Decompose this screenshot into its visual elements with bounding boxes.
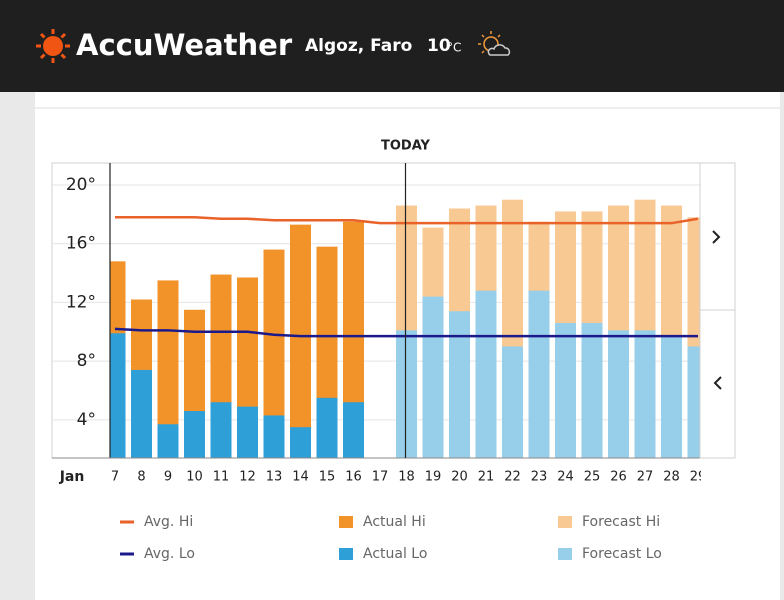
legend-label: Actual Lo bbox=[363, 546, 427, 562]
legend-swatch bbox=[558, 548, 572, 560]
bar bbox=[210, 402, 232, 458]
x-tick-label: 22 bbox=[504, 470, 521, 485]
legend-label: Actual Hi bbox=[363, 514, 426, 530]
x-tick-label: 17 bbox=[372, 470, 389, 485]
bar bbox=[290, 224, 311, 458]
location[interactable]: Algoz, Faro bbox=[305, 36, 412, 56]
bar bbox=[475, 290, 497, 458]
bar bbox=[316, 397, 338, 458]
bar bbox=[687, 346, 700, 458]
avg-line bbox=[115, 216, 699, 225]
next-button[interactable] bbox=[712, 230, 721, 244]
prev-button[interactable] bbox=[713, 376, 722, 390]
weather-icon bbox=[478, 31, 511, 56]
legend-label: Avg. Lo bbox=[144, 546, 195, 562]
bar bbox=[263, 415, 285, 458]
legend-swatch bbox=[339, 516, 353, 528]
bar bbox=[343, 221, 364, 458]
temperature: 10 bbox=[427, 36, 451, 56]
avg-line bbox=[114, 327, 698, 338]
x-tick-label: 7 bbox=[111, 470, 119, 485]
x-tick-label: 24 bbox=[557, 470, 574, 485]
bar bbox=[157, 280, 179, 458]
x-tick-label: 25 bbox=[584, 470, 601, 485]
bar bbox=[110, 333, 126, 458]
today-label: TODAY bbox=[381, 139, 431, 154]
header-bar bbox=[0, 0, 784, 92]
bar bbox=[396, 330, 417, 458]
x-tick-label: 21 bbox=[478, 470, 495, 485]
x-tick-label: 23 bbox=[531, 470, 548, 485]
x-tick-label: 27 bbox=[637, 470, 654, 485]
temperature-unit: °C bbox=[447, 41, 461, 55]
bar bbox=[528, 290, 550, 458]
x-tick-label: 14 bbox=[292, 470, 309, 485]
x-tick-label: 13 bbox=[266, 470, 283, 485]
bar bbox=[608, 330, 629, 458]
x-tick-label: 10 bbox=[186, 470, 203, 485]
bar bbox=[131, 369, 152, 458]
x-tick-label: 28 bbox=[663, 470, 680, 485]
brand[interactable]: AccuWeather bbox=[76, 28, 293, 62]
bar bbox=[157, 424, 179, 458]
x-tick-label: 9 bbox=[164, 470, 172, 485]
x-tick-label: 12 bbox=[239, 470, 256, 485]
x-tick-label: 26 bbox=[610, 470, 627, 485]
logo-icon bbox=[36, 29, 70, 63]
bar bbox=[290, 427, 311, 458]
cover bbox=[701, 459, 741, 489]
bar bbox=[449, 311, 470, 458]
x-tick-label: 15 bbox=[319, 470, 336, 485]
bar bbox=[263, 249, 285, 458]
x-tick-label: 16 bbox=[345, 470, 362, 485]
y-tick-label: 4° bbox=[77, 410, 96, 430]
bar bbox=[661, 336, 682, 458]
y-tick-label: 16° bbox=[66, 234, 96, 254]
x-tick-label: 19 bbox=[425, 470, 442, 485]
bar bbox=[581, 322, 603, 458]
y-tick-label: 20° bbox=[66, 175, 96, 195]
x-axis-label: Jan bbox=[59, 469, 85, 485]
x-tick-label: 20 bbox=[451, 470, 468, 485]
legend-label: Avg. Hi bbox=[144, 514, 193, 530]
legend-swatch bbox=[339, 548, 353, 560]
plot-area bbox=[110, 199, 700, 459]
legend-label: Forecast Lo bbox=[582, 546, 662, 562]
x-tick-label: 8 bbox=[137, 470, 145, 485]
y-tick-label: 12° bbox=[66, 292, 96, 312]
bar bbox=[555, 322, 576, 458]
bar bbox=[184, 411, 205, 458]
x-tick-label: 11 bbox=[213, 470, 230, 485]
bar bbox=[422, 296, 444, 458]
legend-label: Forecast Hi bbox=[582, 514, 660, 530]
bar bbox=[343, 402, 364, 458]
legend-swatch bbox=[558, 516, 572, 528]
x-tick-label: 18 bbox=[398, 470, 415, 485]
y-tick-label: 8° bbox=[77, 351, 96, 371]
bar bbox=[634, 330, 656, 458]
bar bbox=[237, 406, 258, 458]
bar bbox=[502, 346, 523, 458]
